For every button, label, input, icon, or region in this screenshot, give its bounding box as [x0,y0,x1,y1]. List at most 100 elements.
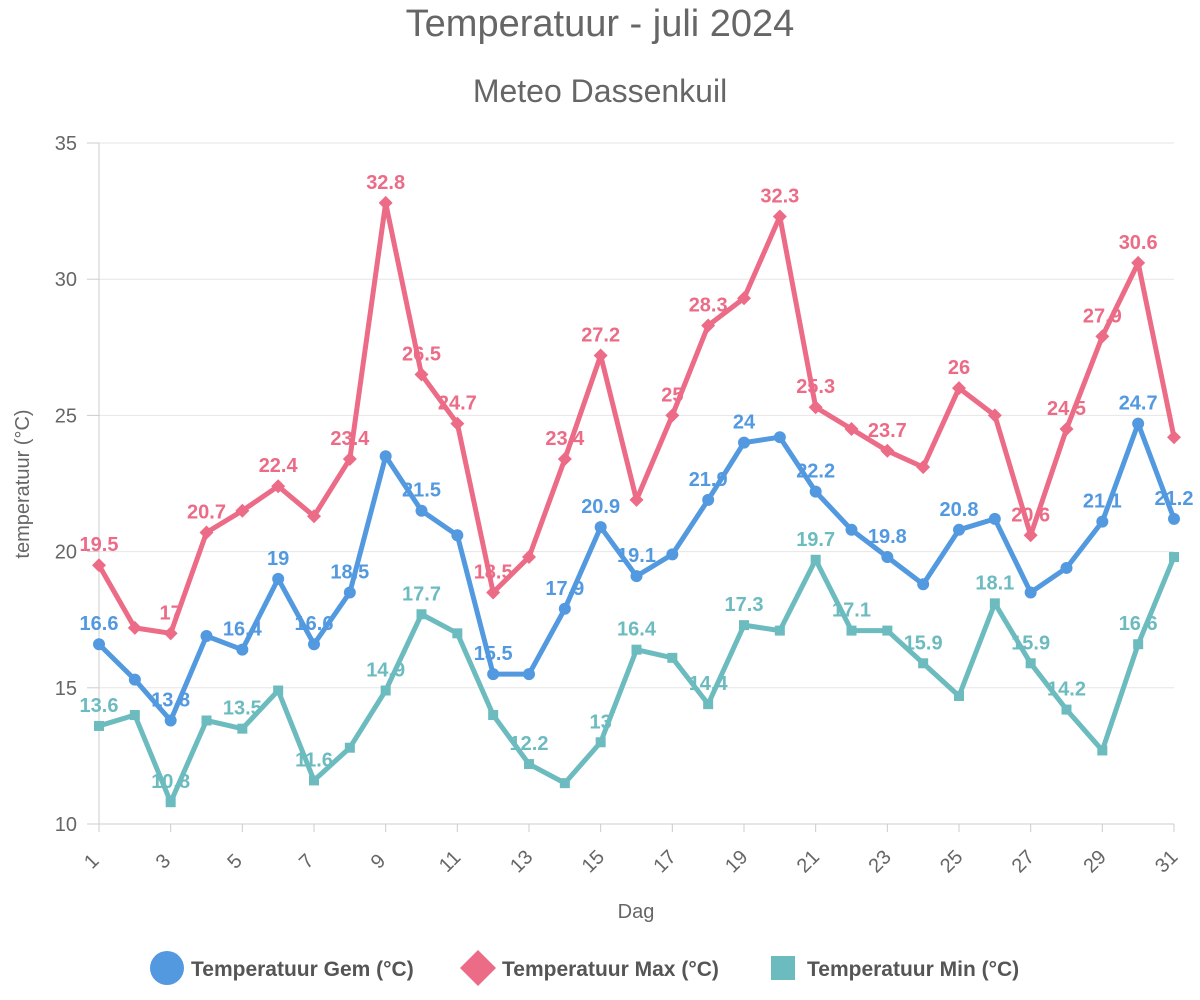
point-diamond-day-9 [378,195,393,210]
point-square-day-12 [488,710,499,721]
point-circle-day-11 [451,529,464,542]
x-tick-label-13: 13 [506,846,537,877]
data-label-circle-day-8: 18.5 [330,561,369,583]
x-tick-label-11: 11 [435,847,465,877]
point-circle-day-7 [308,638,320,651]
data-label-diamond-day-27: 20.6 [1011,504,1050,526]
point-square-day-11 [452,628,463,639]
data-label-square-day-28: 14.2 [1047,679,1086,701]
point-diamond-day-6 [271,479,286,494]
point-square-day-30 [1133,639,1144,650]
point-diamond-day-30 [1131,255,1146,270]
point-circle-day-31 [1168,512,1180,525]
point-diamond-day-25 [952,381,966,396]
point-square-day-24 [918,658,929,669]
y-axis-title: temperatuur (°C) [12,409,34,558]
data-label-circle-day-5: 16.4 [223,619,263,641]
point-square-day-14 [559,778,570,789]
series-line-diamond [96,200,1177,636]
x-tick-label-1: 1 [80,850,103,873]
point-diamond-day-4 [199,525,214,540]
chart-subtitle: Meteo Dassenkuil [473,73,727,109]
legend: Temperatuur Gem (°C) Temperatuur Max (°C)… [150,950,1019,986]
point-circle-day-4 [200,630,213,643]
point-diamond-day-24 [916,460,931,475]
y-tick-label-20: 20 [55,542,77,564]
data-label-circle-day-6: 19 [267,548,289,570]
point-diamond-day-22 [844,422,859,437]
data-label-square-day-3: 10.8 [151,771,190,793]
x-tick-label-17: 17 [649,846,680,877]
data-label-diamond-day-23: 23.7 [868,420,907,442]
point-square-day-5 [237,723,248,734]
data-label-square-day-27: 15.9 [1011,632,1050,654]
point-circle-day-2 [128,673,141,686]
data-label-circle-day-23: 19.8 [868,526,907,548]
legend-item-diamond: Temperatuur Max (°C) [460,950,719,986]
point-circle-day-24 [917,578,930,591]
point-square-day-21 [810,554,821,565]
legend-label-circle: Temperatuur Gem (°C) [191,958,414,981]
point-circle-day-16 [630,570,643,583]
point-diamond-day-11 [450,416,465,431]
point-circle-day-12 [487,668,500,681]
point-diamond-day-21 [808,400,823,415]
x-axis-title: Dag [618,901,655,923]
data-label-circle-day-29: 21.1 [1083,491,1122,513]
point-square-day-7 [309,775,319,786]
data-label-square-day-15: 13 [590,711,612,733]
point-square-day-19 [739,620,749,631]
data-label-circle-day-16: 19.1 [617,545,656,567]
legend-label-diamond: Temperatuur Max (°C) [502,958,719,981]
data-label-diamond-day-1: 19.5 [80,534,119,556]
data-label-circle-day-15: 20.9 [581,496,620,518]
series-markers [92,195,1181,808]
point-diamond-day-15 [593,348,608,363]
point-circle-day-3 [164,714,177,727]
point-diamond-day-17 [665,408,680,423]
point-square-day-3 [165,797,176,808]
point-square-day-16 [631,644,642,655]
point-diamond-day-2 [127,620,142,635]
data-label-diamond-day-30: 30.6 [1119,232,1158,254]
data-label-square-day-19: 17.3 [725,594,764,616]
data-label-square-day-9: 14.9 [366,660,405,682]
data-label-circle-day-3: 13.8 [151,689,190,711]
point-diamond-day-20 [772,209,787,224]
point-diamond-day-14 [557,451,572,466]
data-label-circle-day-30: 24.7 [1119,393,1158,415]
point-circle-day-21 [809,485,822,498]
x-tick-label-27: 27 [1008,846,1039,877]
data-label-circle-day-12: 15.5 [474,643,513,665]
point-circle-day-5 [236,643,249,656]
legend-diamond-icon [460,950,496,986]
point-square-day-8 [344,742,355,753]
data-label-diamond-day-9: 32.8 [366,172,405,194]
legend-circle-icon [150,951,184,985]
x-tick-label-7: 7 [295,850,318,873]
data-label-square-day-13: 12.2 [510,733,549,755]
data-label-diamond-day-3: 17 [160,602,182,624]
point-circle-day-27 [1024,586,1037,599]
data-label-diamond-day-18: 28.3 [689,295,728,317]
point-circle-day-29 [1096,515,1109,528]
data-label-circle-day-10: 21.5 [402,480,441,502]
data-label-diamond-day-25: 26 [948,357,970,379]
data-label-diamond-day-6: 22.4 [259,455,299,477]
x-tick-label-15: 15 [578,846,609,877]
data-label-diamond-day-8: 23.4 [330,428,370,450]
data-label-circle-day-21: 22.2 [796,461,835,483]
point-diamond-day-18 [701,318,716,333]
data-label-square-day-18: 14.4 [689,673,729,695]
point-square-day-13 [524,759,534,770]
data-label-square-day-16: 16.4 [617,619,657,641]
data-label-square-day-21: 19.7 [796,529,835,551]
point-square-day-9 [380,685,391,696]
point-diamond-day-28 [1059,422,1074,437]
x-tick-label-31: 31 [1151,846,1182,877]
point-circle-day-9 [379,450,392,463]
point-square-day-31 [1169,552,1179,563]
point-diamond-day-8 [342,451,357,466]
data-label-diamond-day-21: 25.3 [796,376,835,398]
point-circle-day-1 [93,638,105,651]
